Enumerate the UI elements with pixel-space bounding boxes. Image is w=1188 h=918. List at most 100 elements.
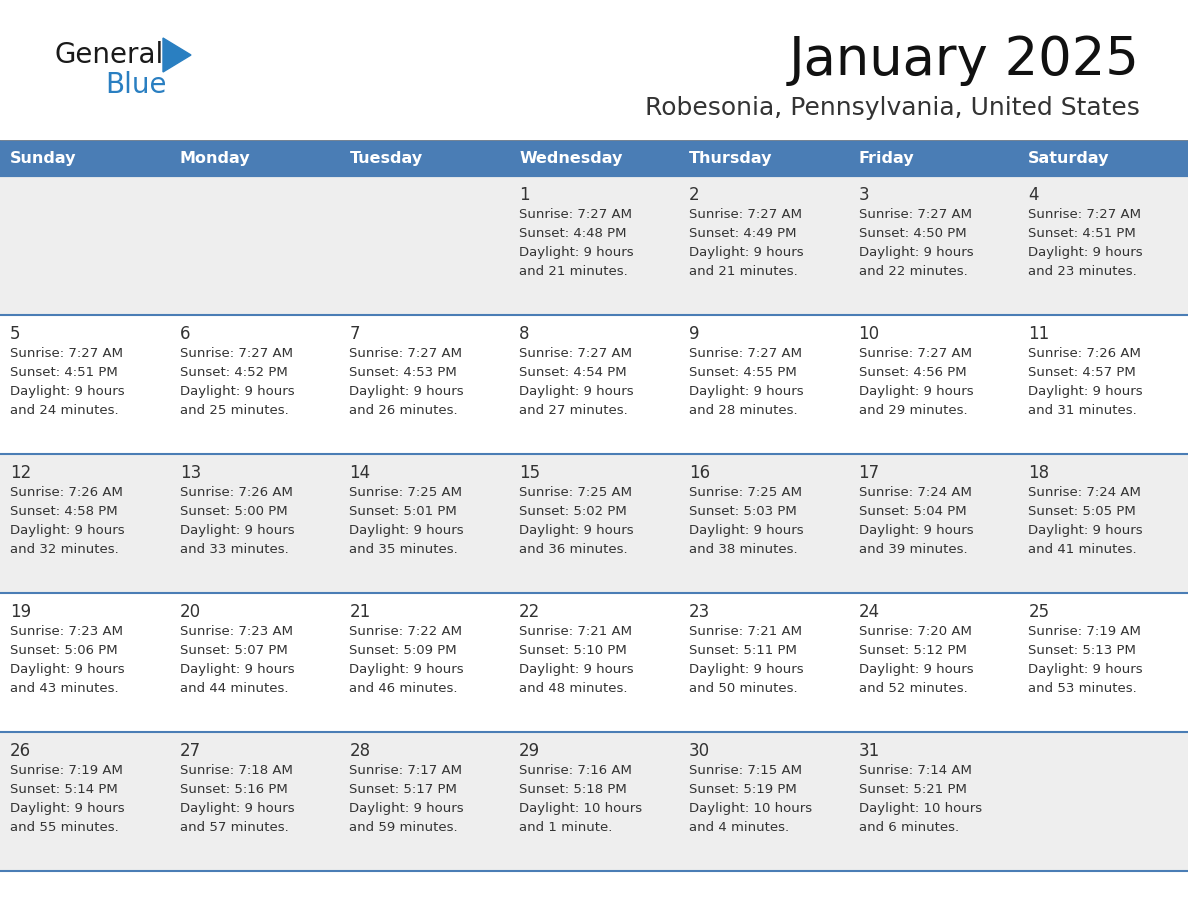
Text: Saturday: Saturday	[1029, 151, 1110, 165]
Text: 27: 27	[179, 742, 201, 760]
Text: 24: 24	[859, 603, 879, 621]
Text: Sunset: 4:50 PM: Sunset: 4:50 PM	[859, 227, 966, 240]
Text: Sunset: 5:05 PM: Sunset: 5:05 PM	[1029, 505, 1136, 518]
Text: Sunrise: 7:15 AM: Sunrise: 7:15 AM	[689, 764, 802, 777]
Text: Daylight: 9 hours: Daylight: 9 hours	[519, 663, 633, 676]
Text: Sunset: 5:01 PM: Sunset: 5:01 PM	[349, 505, 457, 518]
Text: Sunset: 5:17 PM: Sunset: 5:17 PM	[349, 783, 457, 796]
Text: Sunrise: 7:21 AM: Sunrise: 7:21 AM	[689, 625, 802, 638]
Text: Sunset: 5:14 PM: Sunset: 5:14 PM	[10, 783, 118, 796]
Text: and 32 minutes.: and 32 minutes.	[10, 543, 119, 556]
Text: Daylight: 9 hours: Daylight: 9 hours	[349, 802, 465, 815]
Text: Daylight: 10 hours: Daylight: 10 hours	[859, 802, 981, 815]
Text: Daylight: 9 hours: Daylight: 9 hours	[859, 246, 973, 259]
Text: Sunset: 5:18 PM: Sunset: 5:18 PM	[519, 783, 627, 796]
Text: Sunrise: 7:16 AM: Sunrise: 7:16 AM	[519, 764, 632, 777]
Bar	[0, 454, 1188, 593]
Text: Daylight: 9 hours: Daylight: 9 hours	[689, 246, 803, 259]
Text: Daylight: 9 hours: Daylight: 9 hours	[10, 385, 125, 398]
Text: and 50 minutes.: and 50 minutes.	[689, 682, 797, 695]
Text: Daylight: 9 hours: Daylight: 9 hours	[179, 802, 295, 815]
Text: and 21 minutes.: and 21 minutes.	[519, 265, 628, 278]
Text: and 33 minutes.: and 33 minutes.	[179, 543, 289, 556]
Text: 23: 23	[689, 603, 710, 621]
Text: Daylight: 9 hours: Daylight: 9 hours	[349, 524, 465, 537]
Text: Sunrise: 7:27 AM: Sunrise: 7:27 AM	[859, 347, 972, 360]
Text: 30: 30	[689, 742, 710, 760]
Text: Sunset: 4:57 PM: Sunset: 4:57 PM	[1029, 366, 1136, 379]
Text: 29: 29	[519, 742, 541, 760]
Text: Daylight: 9 hours: Daylight: 9 hours	[349, 663, 465, 676]
Text: Sunset: 5:11 PM: Sunset: 5:11 PM	[689, 644, 797, 657]
Text: Sunset: 5:10 PM: Sunset: 5:10 PM	[519, 644, 627, 657]
Text: and 59 minutes.: and 59 minutes.	[349, 821, 459, 834]
Bar	[0, 593, 1188, 732]
Text: 19: 19	[10, 603, 31, 621]
Text: Sunrise: 7:24 AM: Sunrise: 7:24 AM	[1029, 486, 1142, 499]
Text: Sunrise: 7:27 AM: Sunrise: 7:27 AM	[689, 347, 802, 360]
Text: 4: 4	[1029, 186, 1038, 204]
Text: Robesonia, Pennsylvania, United States: Robesonia, Pennsylvania, United States	[645, 96, 1140, 120]
Text: Daylight: 9 hours: Daylight: 9 hours	[519, 246, 633, 259]
Text: 16: 16	[689, 464, 710, 482]
Text: and 26 minutes.: and 26 minutes.	[349, 404, 459, 417]
Text: and 1 minute.: and 1 minute.	[519, 821, 613, 834]
Text: Daylight: 9 hours: Daylight: 9 hours	[859, 663, 973, 676]
Text: Sunset: 4:53 PM: Sunset: 4:53 PM	[349, 366, 457, 379]
Text: 11: 11	[1029, 325, 1049, 343]
Text: and 43 minutes.: and 43 minutes.	[10, 682, 119, 695]
Text: Sunrise: 7:18 AM: Sunrise: 7:18 AM	[179, 764, 292, 777]
Text: Sunset: 5:12 PM: Sunset: 5:12 PM	[859, 644, 967, 657]
Text: 5: 5	[10, 325, 20, 343]
Text: General: General	[55, 41, 164, 69]
Text: Blue: Blue	[105, 71, 166, 99]
Text: and 36 minutes.: and 36 minutes.	[519, 543, 627, 556]
Text: Sunset: 5:06 PM: Sunset: 5:06 PM	[10, 644, 118, 657]
Text: Sunrise: 7:27 AM: Sunrise: 7:27 AM	[689, 208, 802, 221]
Text: 6: 6	[179, 325, 190, 343]
Text: and 44 minutes.: and 44 minutes.	[179, 682, 289, 695]
Text: Sunrise: 7:26 AM: Sunrise: 7:26 AM	[10, 486, 122, 499]
Text: 26: 26	[10, 742, 31, 760]
Text: 14: 14	[349, 464, 371, 482]
Text: Daylight: 10 hours: Daylight: 10 hours	[519, 802, 643, 815]
Text: Sunset: 5:09 PM: Sunset: 5:09 PM	[349, 644, 457, 657]
Text: Tuesday: Tuesday	[349, 151, 423, 165]
Text: Daylight: 9 hours: Daylight: 9 hours	[689, 663, 803, 676]
Text: and 6 minutes.: and 6 minutes.	[859, 821, 959, 834]
Text: and 38 minutes.: and 38 minutes.	[689, 543, 797, 556]
Text: Sunrise: 7:23 AM: Sunrise: 7:23 AM	[10, 625, 124, 638]
Text: Sunset: 4:51 PM: Sunset: 4:51 PM	[10, 366, 118, 379]
Text: Sunrise: 7:17 AM: Sunrise: 7:17 AM	[349, 764, 462, 777]
Text: Sunrise: 7:23 AM: Sunrise: 7:23 AM	[179, 625, 292, 638]
Text: 18: 18	[1029, 464, 1049, 482]
Text: Sunset: 4:48 PM: Sunset: 4:48 PM	[519, 227, 626, 240]
Text: 7: 7	[349, 325, 360, 343]
Text: Daylight: 9 hours: Daylight: 9 hours	[349, 385, 465, 398]
Text: Sunrise: 7:27 AM: Sunrise: 7:27 AM	[519, 347, 632, 360]
Text: 10: 10	[859, 325, 879, 343]
Text: Daylight: 9 hours: Daylight: 9 hours	[10, 802, 125, 815]
Text: and 23 minutes.: and 23 minutes.	[1029, 265, 1137, 278]
Text: and 39 minutes.: and 39 minutes.	[859, 543, 967, 556]
Text: Sunrise: 7:22 AM: Sunrise: 7:22 AM	[349, 625, 462, 638]
Text: Sunset: 4:54 PM: Sunset: 4:54 PM	[519, 366, 627, 379]
Text: Sunset: 5:03 PM: Sunset: 5:03 PM	[689, 505, 797, 518]
Bar	[170, 140, 340, 176]
Text: and 48 minutes.: and 48 minutes.	[519, 682, 627, 695]
Polygon shape	[163, 38, 191, 72]
Text: Daylight: 9 hours: Daylight: 9 hours	[1029, 524, 1143, 537]
Text: Sunrise: 7:27 AM: Sunrise: 7:27 AM	[10, 347, 124, 360]
Text: Sunset: 5:19 PM: Sunset: 5:19 PM	[689, 783, 797, 796]
Text: 12: 12	[10, 464, 31, 482]
Text: Daylight: 9 hours: Daylight: 9 hours	[1029, 246, 1143, 259]
Text: and 35 minutes.: and 35 minutes.	[349, 543, 459, 556]
Text: 2: 2	[689, 186, 700, 204]
Text: 21: 21	[349, 603, 371, 621]
Text: Sunrise: 7:26 AM: Sunrise: 7:26 AM	[179, 486, 292, 499]
Text: Daylight: 9 hours: Daylight: 9 hours	[859, 385, 973, 398]
Text: Sunset: 5:02 PM: Sunset: 5:02 PM	[519, 505, 627, 518]
Text: and 27 minutes.: and 27 minutes.	[519, 404, 628, 417]
Text: Sunrise: 7:25 AM: Sunrise: 7:25 AM	[689, 486, 802, 499]
Text: 20: 20	[179, 603, 201, 621]
